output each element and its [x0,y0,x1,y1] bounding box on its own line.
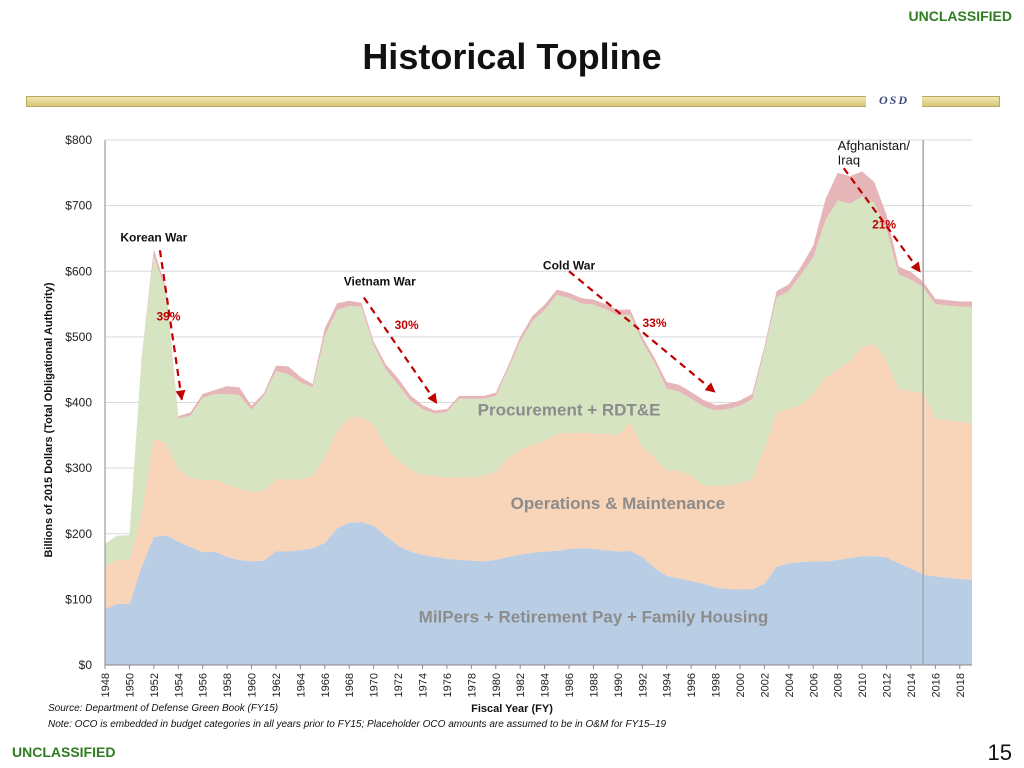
title-underline-bar [26,96,1000,107]
area-procurement-rdte [105,196,972,567]
x-tick-label: 1960 [247,673,259,697]
classification-banner-top: UNCLASSIFIED [908,8,1012,24]
y-tick-label: $200 [65,527,92,541]
decline-arrow-head [175,389,186,401]
source-note: Source: Department of Defense Green Book… [48,703,279,714]
decline-arrow-head [910,261,921,273]
x-tick-label: 1998 [711,673,723,697]
x-tick-label: 2016 [930,673,942,697]
decline-percent-label: 21% [872,218,896,232]
decline-arrow-head [427,392,438,404]
x-tick-label: 2018 [955,673,967,697]
x-tick-label: 1964 [295,673,307,697]
y-tick-label: $100 [65,592,92,606]
period-annotation: Korean War [120,231,187,245]
x-tick-label: 1992 [637,673,649,697]
x-tick-label: 1966 [320,673,332,697]
area-label: MilPers + Retirement Pay + Family Housin… [419,607,769,626]
x-tick-label: 2004 [784,673,796,697]
decline-arrow-line [842,167,922,274]
y-tick-label: $700 [65,199,92,213]
x-tick-label: 1984 [540,673,552,697]
x-tick-label: 1980 [491,673,503,697]
x-tick-label: 1954 [173,673,185,697]
x-tick-label: 1990 [613,673,625,697]
x-tick-label: 1972 [393,673,405,697]
x-axis-title: Fiscal Year (FY) [471,703,553,715]
period-annotation: Vietnam War [344,275,416,289]
topline-chart: $0 $100 $200 $300 $400 $500 $600 $700 $800 1948 19… [43,133,972,715]
decline-percent-label: 33% [642,316,666,330]
x-tick-label: 1948 [100,673,112,697]
y-axis-title: Billions of 2015 Dollars (Total Obligati… [43,282,55,557]
y-tick-label: $300 [65,461,92,475]
x-tick-label: 1982 [515,673,527,697]
decline-percent-label: 39% [156,309,180,323]
x-tick-label: 1974 [417,673,429,697]
period-annotation: Cold War [543,258,596,272]
x-tick-label: 1970 [369,673,381,697]
x-tick-label: 2002 [759,673,771,697]
x-tick-label: 2000 [735,673,747,697]
osd-mark: OSD [866,91,922,109]
x-tick-label: 1962 [271,673,283,697]
decline-arrow-line [158,250,184,401]
y-tick-label: $600 [65,264,92,278]
x-tick-label: 2008 [833,673,845,697]
classification-banner-bottom: UNCLASSIFIED [12,744,116,760]
page-number: 15 [987,740,1012,765]
x-tick-label: 1986 [564,673,576,697]
area-label: Operations & Maintenance [511,494,725,513]
x-tick-label: 1968 [344,673,356,697]
x-tick-label: 1956 [198,673,210,697]
x-tick-label: 1952 [149,673,161,697]
x-tick-label: 2010 [857,673,869,697]
x-tick-label: 1978 [466,673,478,697]
x-tick-label: 1994 [662,673,674,697]
x-tick-label: 1976 [442,673,454,697]
page-title: Historical Topline [362,36,662,77]
x-tick-label: 1958 [222,673,234,697]
y-tick-label: $500 [65,330,92,344]
x-tick-label: 2014 [906,673,918,697]
y-tick-label: $800 [65,133,92,147]
x-tick-label: 2006 [808,673,820,697]
x-tick-label: 1996 [686,673,698,697]
decline-arrow-head [704,382,716,393]
x-tick-label: 1988 [588,673,600,697]
y-tick-label: $0 [79,658,93,672]
x-tick-label: 2012 [882,673,894,697]
area-label: Procurement + RDT&E [478,401,661,420]
decline-arrow-line [362,296,439,405]
oco-note: Note: OCO is embedded in budget categori… [48,719,667,730]
period-annotation: Afghanistan/ [838,138,911,153]
x-tick-label: 1950 [124,673,136,697]
decline-arrow-line [568,270,717,394]
decline-percent-label: 30% [395,318,419,332]
area-milpers [105,521,972,665]
period-annotation: Iraq [838,152,860,167]
area-operations-maintenance [105,344,972,610]
y-tick-label: $400 [65,396,92,410]
